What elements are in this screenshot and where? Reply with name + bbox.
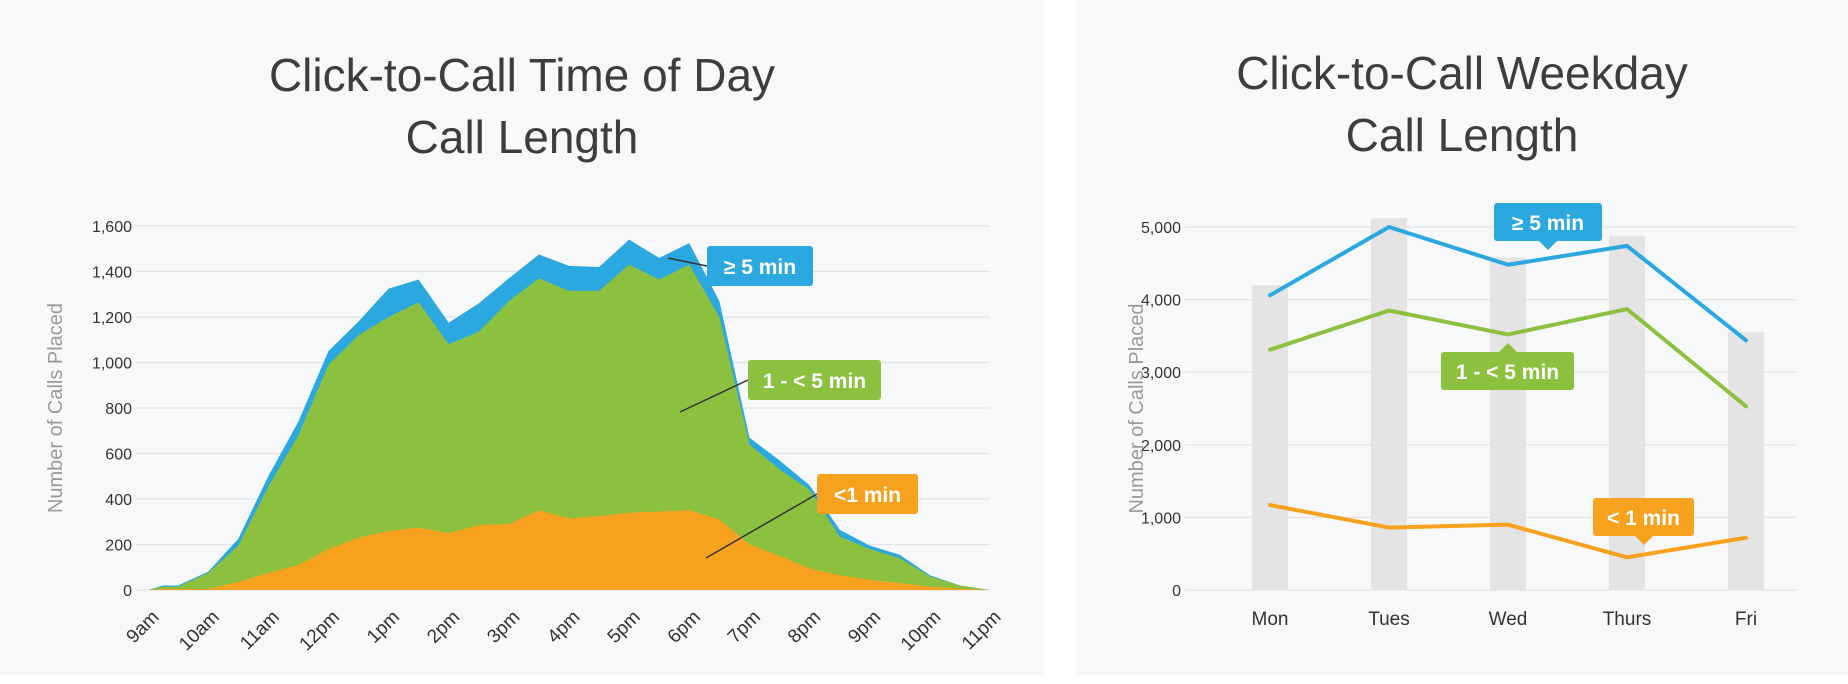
chart-title: Click-to-Call Time of Day Call Length xyxy=(0,44,1044,168)
x-tick-label: 11am xyxy=(236,607,283,654)
x-tick-label: 8pm xyxy=(784,607,825,648)
x-tick-label: 11pm xyxy=(958,607,1005,654)
x-tick-label: Tues xyxy=(1368,609,1410,630)
y-tick-label: 0 xyxy=(123,583,132,600)
y-tick-label: 1,000 xyxy=(92,356,132,373)
badge-pointer xyxy=(1539,241,1557,250)
total-bar xyxy=(1490,257,1526,590)
y-tick-label: 1,600 xyxy=(92,219,132,236)
x-tick-label: Mon xyxy=(1252,609,1289,630)
x-tick-label: 10pm xyxy=(897,607,945,655)
x-tick-label: Fri xyxy=(1735,609,1757,630)
weekday-line-chart: 0 1,000 2,000 3,000 4,000 5,000 Number of Call… xyxy=(1126,203,1796,630)
weekday-panel: Click-to-Call Weekday Call Length 0 1,000… xyxy=(1076,0,1848,675)
y-axis-label: Number of Calls Placed xyxy=(1126,303,1148,513)
series-line xyxy=(1268,225,1748,343)
y-tick-label: 1,400 xyxy=(92,265,132,282)
series-badge-label: 1 - < 5 min xyxy=(763,370,866,393)
badge-pointer xyxy=(1635,536,1653,545)
series-badge xyxy=(1494,203,1602,241)
x-tick-label: 7pm xyxy=(724,607,765,648)
series-badge-label: <1 min xyxy=(834,484,901,507)
x-tick-label: 1pm xyxy=(363,607,404,648)
chart-title: Click-to-Call Weekday Call Length xyxy=(1076,42,1848,166)
badge-pointer xyxy=(1499,343,1517,352)
x-tick-label: 5pm xyxy=(604,607,645,648)
x-tick-label: 9pm xyxy=(844,607,885,648)
x-tick-label: 12pm xyxy=(296,607,344,655)
x-tick-label: 10am xyxy=(175,607,223,655)
y-tick-label: 400 xyxy=(105,492,132,509)
series-badge xyxy=(817,474,918,514)
series-line xyxy=(1268,503,1748,560)
x-tick-label: 3pm xyxy=(483,607,524,648)
series-badge-label: ≥ 5 min xyxy=(1512,212,1584,235)
series-badge xyxy=(1441,352,1574,390)
series-badge xyxy=(748,360,881,400)
area-series xyxy=(148,264,990,590)
time-of-day-panel: Click-to-Call Time of Day Call Length 0 2… xyxy=(0,44,1044,656)
y-tick-label: 200 xyxy=(105,538,132,555)
y-tick-label: 1,000 xyxy=(1141,510,1181,527)
series-badge-label: < 1 min xyxy=(1607,507,1680,530)
x-tick-label: 2pm xyxy=(423,607,464,648)
y-tick-label: 1,200 xyxy=(92,310,132,327)
x-tick-label: 9am xyxy=(123,607,164,648)
y-tick-label: 600 xyxy=(105,447,132,464)
series-badge-label: ≥ 5 min xyxy=(724,256,796,279)
y-tick-label: 2,000 xyxy=(1141,438,1181,455)
x-tick-label: 6pm xyxy=(664,607,705,648)
series-badge xyxy=(1593,498,1694,536)
y-tick-label: 800 xyxy=(105,401,132,418)
series-badge xyxy=(707,246,813,286)
y-axis-label: Number of Calls Placed xyxy=(45,303,67,513)
area-series xyxy=(148,510,990,590)
total-bar xyxy=(1252,285,1288,590)
total-bar xyxy=(1371,218,1407,590)
time-of-day-area-chart: 0 200 400 600 800 1,000 1,200 1,400 1,600 Number … xyxy=(45,219,1006,655)
y-tick-label: 0 xyxy=(1172,583,1181,600)
y-tick-label: 3,000 xyxy=(1141,365,1181,382)
chart-title-line-1: Click-to-Call Weekday xyxy=(1236,47,1688,99)
x-tick-label: 4pm xyxy=(544,607,585,648)
series-badge-label: 1 - < 5 min xyxy=(1456,361,1559,384)
x-tick-label: Thurs xyxy=(1603,609,1652,630)
callout-line xyxy=(667,257,708,267)
callout-line xyxy=(679,379,749,413)
callout-line xyxy=(705,493,818,559)
y-tick-label: 4,000 xyxy=(1141,293,1181,310)
x-tick-label: Wed xyxy=(1489,609,1528,630)
chart-title-line-2: Call Length xyxy=(1345,109,1579,161)
chart-title-line-2: Call Length xyxy=(405,111,639,163)
y-tick-label: 5,000 xyxy=(1141,220,1181,237)
series-line xyxy=(1268,307,1748,409)
total-bar xyxy=(1728,332,1764,590)
chart-title-line-1: Click-to-Call Time of Day xyxy=(268,49,776,101)
